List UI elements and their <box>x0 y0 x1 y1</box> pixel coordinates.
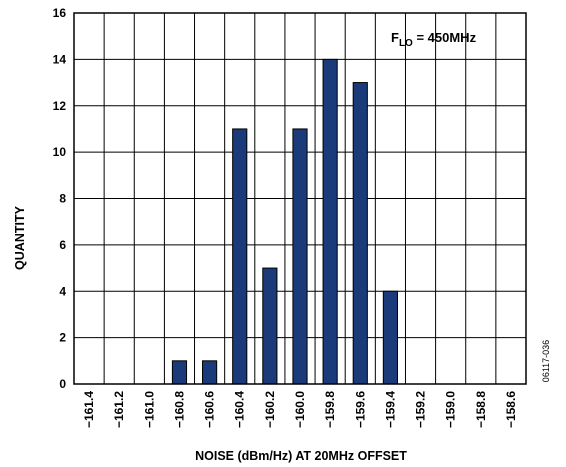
figure-id: 06117-036 <box>541 340 551 382</box>
y-tick-label: 8 <box>59 192 66 206</box>
x-tick-label: −161.2 <box>112 391 126 428</box>
y-tick-label: 16 <box>53 6 67 20</box>
x-tick-label: −161.4 <box>82 391 96 428</box>
x-tick-label: −159.2 <box>414 391 428 428</box>
y-axis-title: QUANTITY <box>13 205 27 270</box>
x-tick-label: −158.6 <box>504 391 518 428</box>
x-tick-label: −159.0 <box>444 391 458 428</box>
x-tick-label: −158.8 <box>474 391 488 428</box>
bar <box>171 360 188 385</box>
bar <box>382 290 398 385</box>
x-tick-label: −159.4 <box>383 391 397 428</box>
annotation-subscript: LO <box>399 38 413 49</box>
bar <box>232 128 248 385</box>
y-tick-label: 14 <box>53 52 67 66</box>
x-tick-label: −160.4 <box>233 391 247 428</box>
x-tick-label: −161.0 <box>142 391 156 428</box>
x-tick-label: −160.8 <box>172 391 186 428</box>
bar <box>292 128 308 385</box>
x-tick-label: −159.8 <box>323 391 337 428</box>
y-tick-label: 12 <box>53 99 67 113</box>
bar <box>202 360 218 385</box>
x-tick-labels: −161.4 −161.2 −161.0 −160.8 −160.6 −160.4 −160… <box>82 391 518 428</box>
x-axis-title: NOISE (dBm/Hz) AT 20MHz OFFSET <box>195 449 407 463</box>
bar <box>262 267 278 385</box>
annotation-rest: = 450MHz <box>413 30 477 45</box>
x-tick-label: −159.6 <box>353 391 367 428</box>
annotation-flo: FLO = 450MHz <box>391 30 477 49</box>
y-tick-label: 2 <box>59 331 66 345</box>
bar <box>322 58 338 385</box>
bar <box>352 82 368 385</box>
y-tick-label: 6 <box>59 238 66 252</box>
x-tick-label: −160.0 <box>293 391 307 428</box>
annotation-main: F <box>391 30 399 45</box>
y-tick-label: 4 <box>59 284 66 298</box>
y-tick-label: 10 <box>53 145 67 159</box>
plot-frame <box>73 12 527 385</box>
y-tick-labels: 0 2 4 6 8 10 12 14 16 <box>53 6 67 391</box>
x-tick-label: −160.6 <box>203 391 217 428</box>
y-tick-label: 0 <box>59 377 66 391</box>
x-tick-label: −160.2 <box>263 391 277 428</box>
